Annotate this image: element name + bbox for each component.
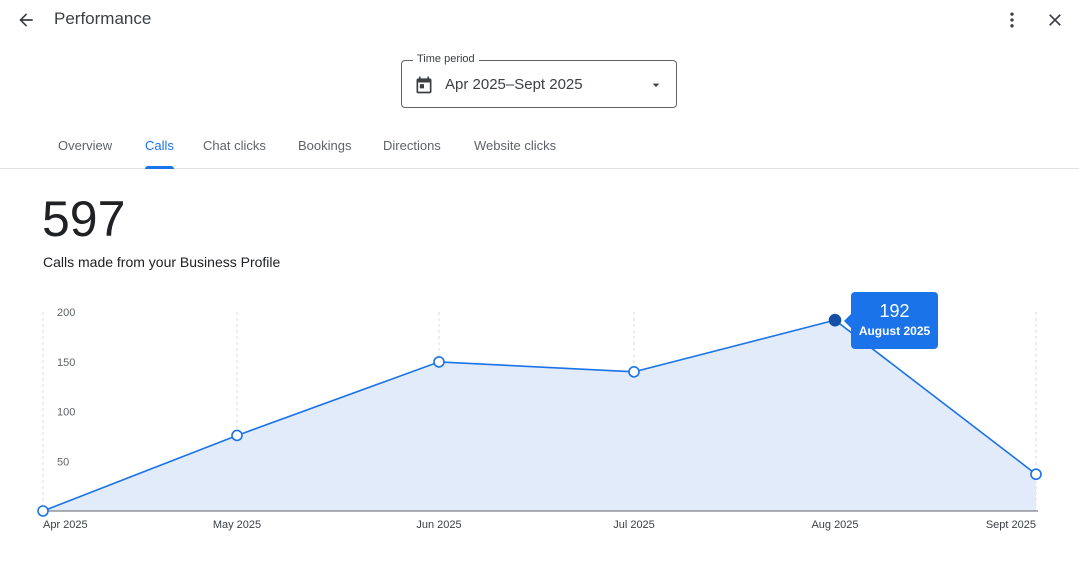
- close-button[interactable]: [1039, 4, 1071, 36]
- x-tick-label: May 2025: [213, 519, 261, 531]
- back-button[interactable]: [10, 4, 42, 36]
- tab-bookings[interactable]: Bookings: [298, 138, 352, 153]
- tab-website-clicks[interactable]: Website clicks: [474, 138, 557, 153]
- time-period-value: Apr 2025–Sept 2025: [445, 76, 583, 93]
- y-tick-label: 200: [57, 307, 75, 319]
- y-tick-label: 150: [57, 357, 75, 369]
- x-tick-label: Aug 2025: [811, 519, 858, 531]
- header: Performance: [0, 0, 1079, 40]
- data-point-highlighted: [828, 313, 842, 327]
- calls-total-label: Calls made from your Business Profile: [43, 254, 281, 270]
- tab-bar: Overview Calls Chat clicks Bookings Dire…: [0, 130, 1079, 169]
- tab-overview[interactable]: Overview: [58, 138, 113, 153]
- time-period-label: Time period: [413, 53, 479, 65]
- arrow-back-icon: [19, 13, 33, 27]
- y-tick-label: 50: [57, 456, 69, 468]
- calendar-icon: [416, 76, 432, 94]
- x-tick-label: Sept 2025: [986, 519, 1036, 531]
- tab-directions[interactable]: Directions: [383, 138, 441, 153]
- more-options-button[interactable]: [996, 4, 1028, 36]
- data-point: [628, 366, 640, 378]
- tab-chat-clicks[interactable]: Chat clicks: [203, 138, 266, 153]
- tab-calls[interactable]: Calls: [145, 130, 174, 169]
- more-vert-icon: [1010, 12, 1014, 28]
- x-tick-label: Jul 2025: [613, 519, 655, 531]
- tooltip-label: August 2025: [858, 324, 931, 338]
- y-tick-label: 100: [57, 407, 75, 419]
- page-title: Performance: [54, 9, 152, 28]
- x-tick-label: Jun 2025: [416, 519, 461, 531]
- data-point: [37, 505, 49, 517]
- tooltip-value: 192: [879, 301, 910, 321]
- calls-total-value: 597: [42, 191, 126, 247]
- time-period-select[interactable]: Time period Apr 2025–Sept 2025: [401, 53, 677, 108]
- x-tick-label: Apr 2025: [43, 519, 88, 531]
- dropdown-arrow-icon: [652, 83, 660, 87]
- close-icon: [1049, 14, 1061, 26]
- chart-tooltip: 192 August 2025: [844, 292, 938, 349]
- chart-area: [43, 320, 1036, 511]
- data-point: [1030, 468, 1042, 481]
- data-point: [231, 429, 243, 442]
- data-point: [433, 356, 445, 368]
